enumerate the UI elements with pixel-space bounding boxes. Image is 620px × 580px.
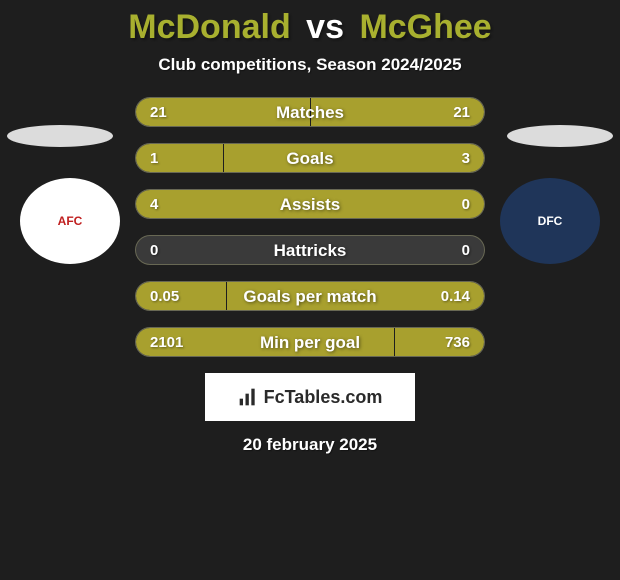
title-vs: vs (306, 8, 344, 46)
stat-row: 00Hattricks (135, 235, 485, 265)
stat-row: 2101736Min per goal (135, 327, 485, 357)
comparison-infographic: McDonald vs McGhee Club competitions, Se… (0, 0, 620, 580)
crest-right-label: DFC (500, 178, 600, 264)
shadow-ellipse-right (507, 125, 613, 147)
stat-label: Goals (136, 144, 484, 173)
footer-date: 20 february 2025 (0, 435, 620, 455)
club-crest-left: AFC (20, 178, 120, 264)
shadow-ellipse-left (7, 125, 113, 147)
chart-icon (238, 387, 258, 407)
page-title: McDonald vs McGhee (0, 0, 620, 47)
stat-row: 40Assists (135, 189, 485, 219)
stat-label: Assists (136, 190, 484, 219)
stat-row: 2121Matches (135, 97, 485, 127)
subtitle: Club competitions, Season 2024/2025 (0, 55, 620, 75)
stat-row: 0.050.14Goals per match (135, 281, 485, 311)
title-player1: McDonald (128, 8, 290, 46)
club-crest-right: DFC (500, 178, 600, 264)
fctables-badge: FcTables.com (205, 373, 415, 421)
crest-left-label: AFC (20, 178, 120, 264)
stat-label: Matches (136, 98, 484, 127)
stat-label: Min per goal (136, 328, 484, 357)
title-player2: McGhee (359, 8, 491, 46)
stat-label: Goals per match (136, 282, 484, 311)
fctables-label: FcTables.com (264, 387, 383, 408)
stat-label: Hattricks (136, 236, 484, 265)
stat-row: 13Goals (135, 143, 485, 173)
stats-container: 2121Matches 13Goals 40Assists 00Hattricks 0.… (135, 97, 485, 357)
